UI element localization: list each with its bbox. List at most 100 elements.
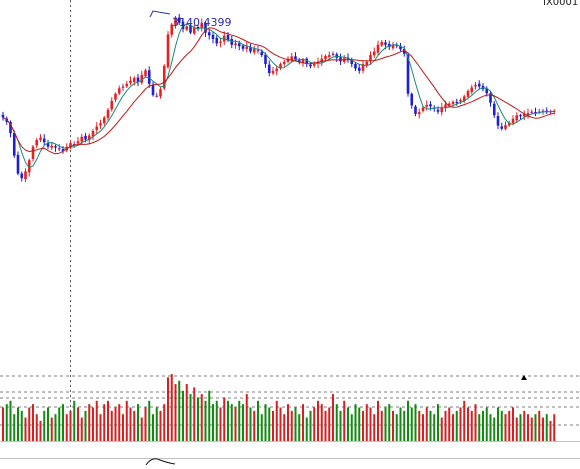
volume-bar	[455, 410, 458, 441]
volume-bar	[197, 397, 199, 441]
candle	[170, 22, 174, 38]
volume-bar	[380, 410, 383, 441]
candle-body	[192, 27, 196, 34]
volume-bar	[88, 404, 91, 441]
volume-bar	[399, 407, 402, 441]
candle	[54, 144, 57, 152]
volume-bar	[429, 410, 432, 441]
candle-body	[534, 111, 537, 114]
volume-bar	[230, 404, 233, 441]
volume-bar	[459, 407, 462, 441]
candle-body	[27, 160, 31, 173]
volume-bar	[133, 410, 136, 441]
volume-bar	[485, 407, 488, 441]
candle-body	[436, 109, 440, 112]
volume-bar	[73, 400, 76, 441]
candle	[466, 89, 470, 100]
candle	[155, 92, 159, 98]
candle-body	[76, 141, 80, 144]
candle	[399, 42, 402, 52]
candle	[519, 113, 522, 120]
candle-body	[440, 107, 444, 113]
volume-bar	[182, 390, 184, 441]
volume-bar	[129, 407, 132, 441]
volume-bar	[392, 410, 394, 441]
volume-bar	[317, 400, 319, 441]
candle-body	[12, 132, 16, 156]
candle-body	[309, 64, 312, 67]
volume-bar	[287, 404, 289, 441]
ma-short-line	[2, 23, 555, 169]
moving-averages	[2, 23, 555, 169]
candle	[136, 74, 140, 87]
volume-bar	[257, 400, 259, 441]
volume-bar	[407, 400, 409, 441]
scroll-up-triangle[interactable]	[521, 375, 527, 380]
candle-body	[102, 117, 106, 124]
candle-body	[290, 56, 294, 60]
volume-bar	[208, 390, 211, 441]
volume-bar	[493, 417, 496, 441]
volume-bar	[28, 407, 31, 441]
volume-bar	[84, 410, 87, 441]
candle-body	[260, 51, 264, 56]
candle-body	[530, 111, 534, 113]
candle-body	[110, 100, 114, 110]
volume-bar	[43, 410, 46, 441]
volume-bar	[433, 414, 436, 441]
candle-body	[417, 112, 421, 115]
volume-bar	[320, 404, 323, 441]
volume-bar	[32, 404, 34, 441]
volume-bar	[122, 414, 124, 441]
candle	[196, 24, 200, 32]
candle	[380, 39, 384, 47]
volume-bar	[422, 414, 424, 441]
candle-body	[271, 70, 275, 74]
volume-bar	[242, 404, 244, 441]
volume-bar	[65, 414, 68, 441]
volume-bar	[238, 400, 241, 441]
candle	[492, 100, 496, 118]
volume-bar	[212, 404, 214, 441]
candle-body	[406, 54, 410, 94]
candle-body	[447, 103, 451, 106]
candle-body	[421, 107, 425, 112]
candle-body	[196, 26, 200, 29]
candle	[117, 85, 121, 96]
candle	[537, 108, 541, 115]
volume-bar	[354, 404, 357, 441]
candle	[114, 92, 117, 103]
candle-body	[500, 126, 504, 129]
candle	[57, 144, 61, 152]
candle-body	[444, 104, 447, 109]
volume-bar	[80, 417, 83, 441]
volume-bar	[309, 410, 312, 441]
volume-bar	[437, 404, 439, 441]
candle	[530, 109, 534, 115]
volume-bar	[470, 410, 473, 441]
candle	[354, 62, 357, 72]
candle	[102, 116, 106, 126]
volume-bar	[527, 414, 529, 441]
candle-body	[515, 115, 519, 121]
candle-body	[140, 74, 144, 83]
candle-body	[369, 55, 372, 61]
volume-bar	[144, 407, 147, 441]
candle-body	[485, 88, 489, 94]
candle-body	[132, 78, 136, 82]
candle	[211, 32, 215, 44]
candle-body	[46, 142, 50, 147]
volume-bar	[167, 377, 169, 441]
candle-body	[84, 135, 87, 140]
volume-bar	[103, 404, 106, 441]
candle-body	[237, 43, 241, 47]
candle-body	[372, 51, 376, 56]
candle	[125, 81, 129, 89]
volume-bar	[20, 410, 23, 441]
volume-bar	[148, 400, 151, 441]
volume-bar	[234, 407, 237, 441]
candle-body	[410, 93, 414, 106]
volume-bar	[95, 400, 98, 441]
candle-body	[504, 125, 507, 129]
candle-body	[125, 83, 129, 87]
